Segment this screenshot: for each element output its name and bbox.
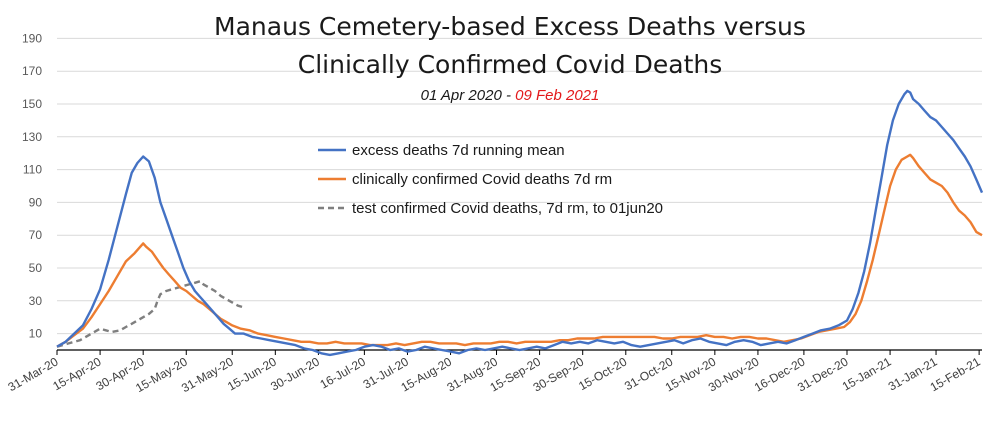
y-axis: 10 30 50 70 90 110 130 150 170 190 <box>22 31 42 340</box>
x-tick-label: 16-Jul-20 <box>318 354 369 391</box>
x-axis: 31-Mar-2015-Apr-2030-Apr-2015-May-2031-M… <box>6 349 983 395</box>
legend: excess deaths 7d running mean clinically … <box>318 142 663 217</box>
legend-label-0: excess deaths 7d running mean <box>352 142 565 159</box>
series-lines <box>56 89 984 357</box>
x-tick-label: 31-Mar-20 <box>6 354 61 394</box>
grid <box>57 37 982 335</box>
x-tick-label: 15-Apr-20 <box>50 354 103 393</box>
y-tick-label: 190 <box>22 31 42 45</box>
series-line-2 <box>56 279 245 348</box>
chart-title-line-2: Clinically Confirmed Covid Deaths <box>297 50 723 79</box>
x-tick-label: 15-Jan-21 <box>840 354 894 393</box>
series-line-1 <box>56 153 983 348</box>
x-tick-label: 31-May-20 <box>179 354 236 395</box>
series-line-0 <box>56 89 984 357</box>
x-tick-label: 15-Oct-20 <box>576 354 629 393</box>
legend-label-1: clinically confirmed Covid deaths 7d rm <box>352 171 612 188</box>
chart-subtitle: 01 Apr 2020 - 09 Feb 2021 <box>190 86 830 106</box>
x-tick-label: 15-Feb-21 <box>928 354 983 394</box>
chart-title-box: Manaus Cemetery-based Excess Deaths vers… <box>190 8 830 106</box>
y-tick-label: 70 <box>29 228 43 242</box>
y-tick-label: 110 <box>23 163 42 177</box>
chart-title-line-1: Manaus Cemetery-based Excess Deaths vers… <box>214 12 806 41</box>
y-tick-label: 130 <box>22 130 42 144</box>
subtitle-start-date: 01 Apr 2020 - <box>420 87 516 104</box>
subtitle-end-date: 09 Feb 2021 <box>515 87 600 104</box>
y-tick-label: 30 <box>29 294 43 308</box>
y-tick-label: 90 <box>29 195 43 209</box>
y-tick-label: 50 <box>29 261 43 275</box>
y-tick-label: 150 <box>22 97 42 111</box>
y-tick-label: 170 <box>22 64 42 78</box>
x-tick-label: 30-Jun-20 <box>268 354 322 393</box>
legend-label-2: test confirmed Covid deaths, 7d rm, to 0… <box>352 200 663 217</box>
y-tick-label: 10 <box>29 327 43 341</box>
